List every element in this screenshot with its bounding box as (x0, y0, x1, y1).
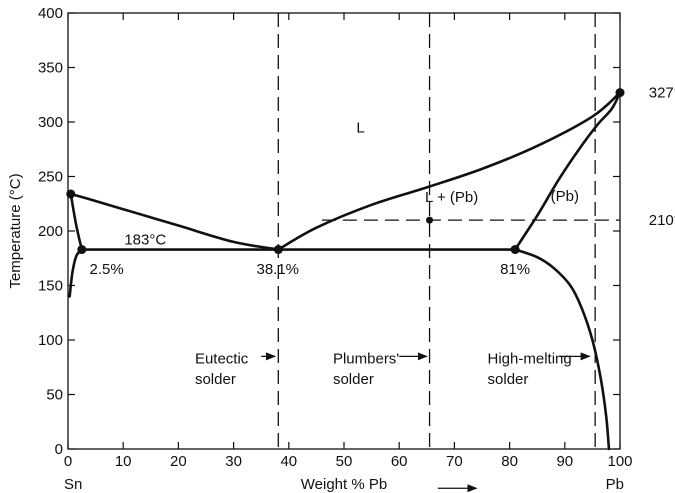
data-point (77, 245, 87, 255)
annotation: 210°C (649, 212, 675, 229)
y-tick-label: 250 (38, 169, 63, 186)
data-point (273, 245, 283, 255)
annotation: 327°C (649, 85, 675, 102)
annotation: L + (Pb) (425, 189, 478, 206)
y-axis-label: Temperature (°C) (7, 173, 24, 288)
annotation: 38.1% (256, 261, 299, 278)
region-label: Plumbers' (333, 351, 399, 368)
annotation: 2.5% (90, 261, 124, 278)
x-tick-label: 60 (391, 453, 408, 470)
data-point (426, 216, 434, 224)
annotations: L L + (Pb) (Pb) 183°C2.5% 38.1% 81% 327°C 210°C… (90, 85, 675, 493)
annotation: (Pb) (551, 188, 579, 205)
x-tick-label: 20 (170, 453, 187, 470)
y-tick-label: 400 (38, 5, 63, 22)
x-tick-label: 90 (556, 453, 573, 470)
x-tick-label: 50 (336, 453, 353, 470)
phase-boundary-line (513, 248, 611, 451)
points (66, 88, 625, 255)
region-label: High-melting (488, 351, 572, 368)
x-axis-label: Weight % Pb (301, 476, 387, 493)
phase-boundary-line (513, 91, 622, 251)
data-point (510, 245, 520, 255)
x-tick-label: 70 (446, 453, 463, 470)
x-axis-end-right: Pb (606, 476, 624, 493)
phase-boundary-line (69, 192, 280, 251)
phase-boundaries (68, 91, 622, 451)
phase-boundary-line (69, 192, 84, 251)
axes: 0 10 20 30 40 50 60 70 80 90 100 0 50 100 150 200 250 300… (7, 5, 633, 493)
y-tick-label: 200 (38, 223, 63, 240)
region-label: solder (195, 371, 236, 388)
annotation: 183°C (124, 232, 166, 249)
y-tick-label: 0 (55, 441, 63, 458)
y-tick-label: 100 (38, 332, 63, 349)
annotation: 81% (500, 261, 530, 278)
y-tick-label: 300 (38, 114, 63, 131)
reference-lines (277, 13, 620, 449)
region-label: solder (488, 371, 529, 388)
region-label: solder (333, 371, 374, 388)
x-tick-label: 40 (280, 453, 297, 470)
data-point (66, 189, 76, 199)
y-tick-label: 150 (38, 278, 63, 295)
data-point (615, 88, 625, 98)
x-axis-end-left: Sn (64, 476, 82, 493)
x-tick-label: 10 (115, 453, 132, 470)
annotation: L (356, 119, 364, 136)
y-tick-label: 50 (46, 387, 63, 404)
x-tick-label: 80 (501, 453, 518, 470)
x-tick-label: 100 (607, 453, 632, 470)
y-tick-label: 350 (38, 60, 63, 77)
x-tick-label: 0 (64, 453, 72, 470)
x-tick-label: 30 (225, 453, 242, 470)
phase-boundary-line (68, 248, 84, 298)
phase-boundary-line (277, 91, 622, 251)
region-label: Eutectic (195, 351, 249, 368)
